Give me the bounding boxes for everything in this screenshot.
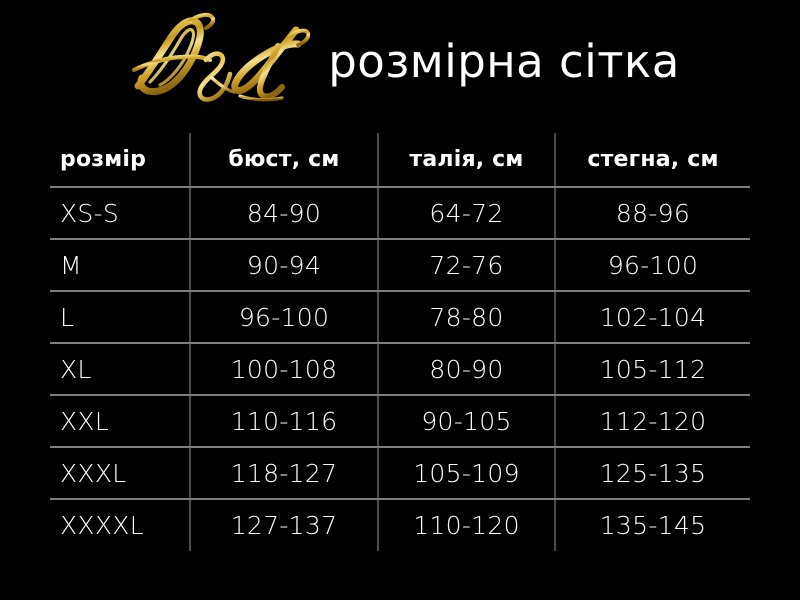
column-header-waist: талія, см [378, 133, 556, 188]
cell-waist: 110-120 [378, 499, 556, 551]
table-row: L 96-100 78-80 102-104 [50, 291, 750, 344]
cell-bust: 96-100 [190, 291, 379, 344]
cell-hips: 135-145 [599, 511, 707, 540]
cell-bust: 100-108 [190, 343, 379, 396]
cell-bust: 118-127 [190, 447, 379, 500]
table-row: XL 100-108 80-90 105-112 [50, 343, 750, 396]
table-row: XXXXL 127-137 110-120 135-145 [50, 499, 750, 551]
cell-size: XS-S [50, 187, 191, 240]
page-title: розмірна сітка [328, 34, 680, 88]
da-monogram-logo [120, 8, 311, 113]
page-header: розмірна сітка [0, 0, 800, 120]
cell-hips: 102-104 [555, 291, 750, 344]
cell-bust: 127-137 [190, 499, 379, 551]
cell-waist: 64-72 [378, 187, 556, 240]
da-monogram-icon [132, 12, 311, 102]
cell-size: XXXXL [50, 499, 191, 551]
cell-waist: 72-76 [378, 239, 556, 292]
cell-size: XXXL [50, 447, 191, 500]
cell-size: XL [50, 343, 191, 396]
cell-waist: 105-109 [378, 447, 556, 500]
cell-size: XXL [50, 395, 191, 448]
table-row: M 90-94 72-76 96-100 [50, 239, 750, 292]
table-header: розмір бюст, см талія, см стегна, см [50, 133, 750, 188]
table-header-row: розмір бюст, см талія, см стегна, см [50, 133, 750, 188]
table-row: XXXL 118-127 105-109 125-135 [50, 447, 750, 500]
column-header-size: розмір [50, 133, 191, 188]
cell-waist: 78-80 [378, 291, 556, 344]
size-chart-table: розмір бюст, см талія, см стегна, см XS-… [50, 133, 750, 551]
cell-size: L [50, 291, 191, 344]
cell-waist: 80-90 [378, 343, 556, 396]
table-body: XS-S 84-90 64-72 88-96 M 90-94 72-76 96-… [50, 187, 750, 551]
column-header-hips: стегна, см [555, 133, 750, 188]
cell-bust: 84-90 [190, 187, 379, 240]
cell-hips: 125-135 [555, 447, 750, 500]
cell-hips: 112-120 [555, 395, 750, 448]
table-row: XS-S 84-90 64-72 88-96 [50, 187, 750, 240]
table-row: XXL 110-116 90-105 112-120 [50, 395, 750, 448]
cell-hips: 105-112 [555, 343, 750, 396]
cell-hips: 96-100 [555, 239, 750, 292]
column-header-bust: бюст, см [190, 133, 379, 188]
cell-waist: 90-105 [378, 395, 556, 448]
cell-bust: 90-94 [190, 239, 379, 292]
cell-size: M [50, 239, 191, 292]
cell-hips: 88-96 [555, 187, 750, 240]
cell-bust: 110-116 [190, 395, 379, 448]
